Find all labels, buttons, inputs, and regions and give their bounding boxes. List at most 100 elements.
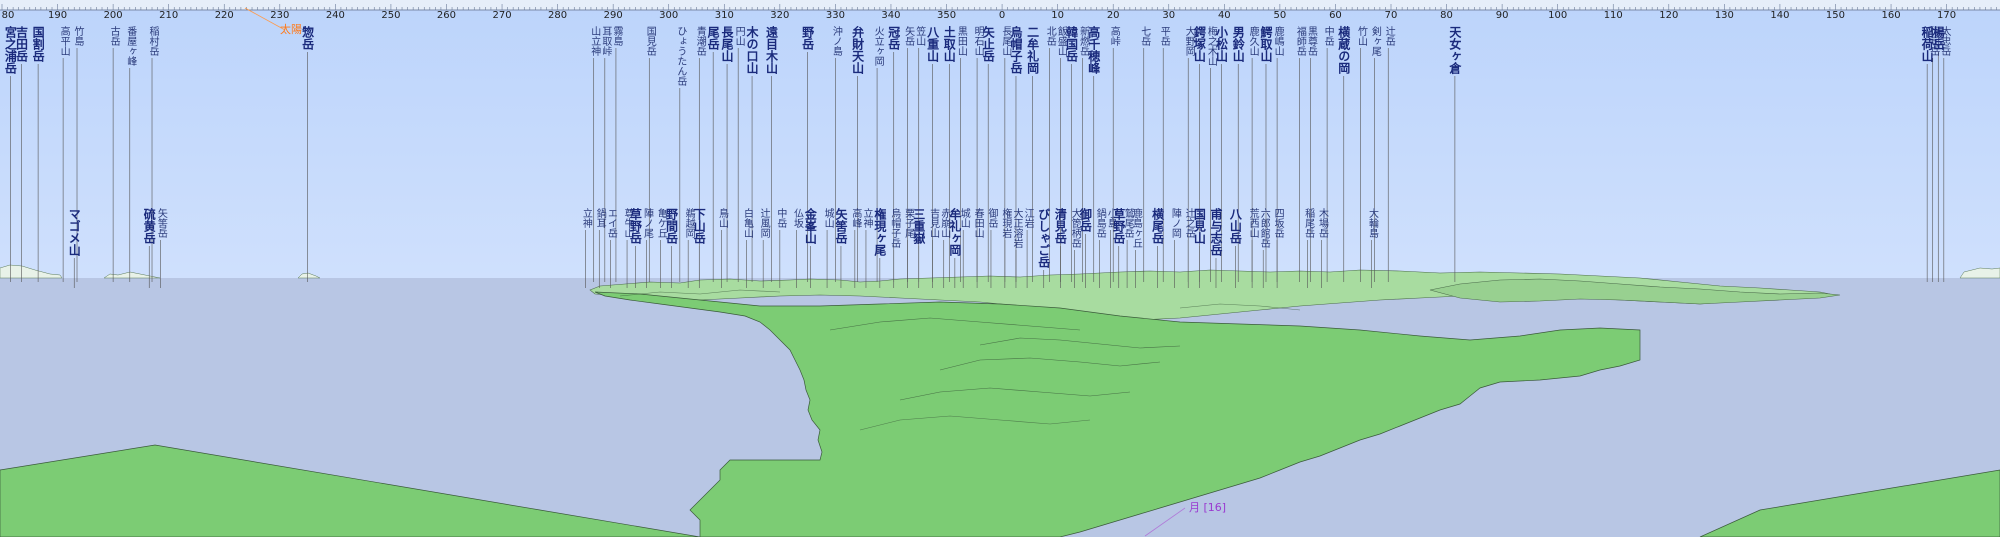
peak-label[interactable]: 韓国岳: [1064, 26, 1079, 62]
peak-label[interactable]: 六郎館岳: [1258, 208, 1270, 248]
peak-label[interactable]: 権現岩: [999, 208, 1011, 238]
peak-label[interactable]: 飯盛山: [1055, 26, 1067, 56]
peak-label[interactable]: 立神: [580, 208, 592, 228]
peak-label[interactable]: 高峰: [849, 208, 861, 228]
peak-label[interactable]: 鹿久山: [1247, 26, 1259, 56]
peak-label[interactable]: 清見岳: [1053, 208, 1068, 244]
peak-label[interactable]: 新燃岳: [1077, 26, 1089, 56]
peak-label[interactable]: 耳取峠: [599, 26, 611, 56]
peak-label[interactable]: 鷲尾岳: [1122, 208, 1134, 238]
peak-label[interactable]: 鹿嶋山: [1272, 26, 1284, 56]
peak-label[interactable]: 惣岳: [300, 26, 315, 50]
peak-label[interactable]: 荒西山: [1247, 208, 1259, 238]
peak-label[interactable]: 立神: [860, 208, 872, 228]
peak-label[interactable]: 辻之岳: [1183, 208, 1195, 238]
peak-label[interactable]: 硫黄岳: [142, 208, 157, 244]
peak-label[interactable]: 太忠岳: [1938, 26, 1950, 56]
peak-label[interactable]: 吉見山: [927, 208, 939, 238]
peak-label[interactable]: 城山: [958, 208, 970, 228]
peak-label[interactable]: 草野岳: [628, 208, 643, 244]
peak-label[interactable]: 矢筈岳: [833, 208, 848, 244]
peak-label[interactable]: 八山岳: [1228, 208, 1243, 244]
peak-label[interactable]: 明石山: [972, 26, 984, 56]
peak-label[interactable]: 国割岳: [31, 26, 46, 62]
peak-label[interactable]: 二牟礼岡: [1025, 26, 1040, 74]
peak-label[interactable]: 権現ヶ尾: [872, 208, 887, 256]
peak-label[interactable]: 御岳: [985, 208, 997, 228]
peak-label[interactable]: 吉田岳: [14, 26, 29, 62]
peak-label[interactable]: 梅之木山: [1205, 26, 1217, 66]
peak-label[interactable]: 江岩: [1022, 208, 1034, 228]
peak-label[interactable]: 長尾山: [720, 26, 735, 62]
peak-label[interactable]: 高千穂峰: [1086, 26, 1101, 74]
peak-label[interactable]: 赤崩山: [938, 208, 950, 238]
peak-label[interactable]: 野間岳: [664, 208, 679, 244]
peak-label[interactable]: 御岳: [1078, 208, 1093, 232]
peak-label[interactable]: 福師岳: [1294, 26, 1306, 56]
peak-label[interactable]: 矢止岳: [981, 26, 996, 62]
peak-label[interactable]: 火立ヶ岡: [872, 26, 884, 66]
peak-label[interactable]: 大野岡: [1183, 26, 1195, 56]
peak-label[interactable]: 国見山: [1192, 208, 1207, 244]
peak-label[interactable]: 中岳: [774, 208, 786, 228]
peak-label[interactable]: 沖ノ島: [830, 26, 842, 56]
peak-label[interactable]: 稲村岳: [147, 26, 158, 56]
peak-label[interactable]: 弁財天山: [850, 26, 865, 74]
peak-label[interactable]: 小松山: [1214, 26, 1229, 62]
peak-label[interactable]: 遠目木山: [764, 26, 779, 74]
peak-label[interactable]: 野岳: [800, 26, 815, 50]
peak-label[interactable]: 冠岳: [886, 26, 901, 50]
peak-label[interactable]: 鰐取山: [1258, 26, 1273, 62]
peak-label[interactable]: 黒田山: [955, 26, 967, 56]
peak-label[interactable]: 辻岳: [1383, 26, 1395, 46]
peak-label[interactable]: 古岳: [108, 26, 120, 46]
peak-label[interactable]: 木の口山: [745, 26, 760, 74]
peak-label[interactable]: 平岳: [1158, 26, 1170, 46]
peak-label[interactable]: 楊岳: [1931, 26, 1946, 50]
peak-label[interactable]: 小島: [1105, 208, 1117, 228]
peak-label[interactable]: 鵜越岡: [683, 208, 695, 238]
peak-label[interactable]: 大輪島: [1366, 208, 1378, 238]
peak-label[interactable]: 鹿島ヶ丘: [1130, 208, 1142, 248]
peak-label[interactable]: 七岳: [1138, 26, 1150, 46]
peak-label[interactable]: 鍋耳: [594, 208, 606, 228]
peak-label[interactable]: 烏帽子岳: [888, 208, 900, 248]
peak-label[interactable]: 草野岳: [1111, 208, 1126, 244]
peak-label[interactable]: エイ岳: [605, 208, 617, 238]
peak-label[interactable]: 番屋ヶ峰: [124, 26, 136, 66]
peak-label[interactable]: びしゃご岳: [1036, 208, 1051, 268]
peak-label[interactable]: 三重嶽: [911, 208, 926, 244]
peak-label[interactable]: 大正溶岩: [1010, 208, 1022, 248]
peak-label[interactable]: 鳥山: [716, 208, 728, 228]
peak-label[interactable]: 竹山: [1355, 26, 1367, 46]
peak-label[interactable]: 城山: [822, 208, 834, 228]
peak-label[interactable]: 黒尊岳: [1305, 26, 1317, 56]
peak-label[interactable]: マゴメ山: [67, 208, 82, 256]
peak-label[interactable]: 木場岳: [1316, 208, 1328, 238]
peak-label[interactable]: ひょうたん岳: [674, 26, 686, 86]
peak-label[interactable]: 鍔塚山: [1192, 26, 1207, 62]
peak-label[interactable]: 竹島: [72, 26, 83, 46]
peak-label[interactable]: 土取山: [942, 26, 957, 62]
peak-label[interactable]: 国見岳: [644, 26, 656, 56]
peak-label[interactable]: 中岳: [1322, 26, 1334, 46]
peak-label[interactable]: 仏坂: [791, 208, 803, 228]
peak-label[interactable]: 陣ノ尾: [641, 208, 653, 238]
peak-label[interactable]: 大箆柄岳: [1069, 208, 1081, 248]
peak-label[interactable]: 笠山: [913, 26, 925, 46]
peak-label[interactable]: 男鈴山: [1231, 26, 1246, 62]
peak-label[interactable]: 春田山: [972, 208, 984, 238]
peak-label[interactable]: 矢岳: [902, 26, 914, 46]
peak-label[interactable]: 甫与志岳: [1208, 208, 1223, 256]
peak-label[interactable]: 牟礼ヶ岡: [947, 208, 962, 256]
peak-label[interactable]: 亀ケ丘: [655, 208, 667, 238]
peak-label[interactable]: 長尾山: [999, 26, 1011, 56]
peak-label[interactable]: 陣ノ岡: [1169, 208, 1181, 238]
peak-label[interactable]: 円山: [733, 26, 745, 46]
peak-label[interactable]: 天女ヶ倉: [1447, 26, 1462, 74]
peak-label[interactable]: 尾岳: [706, 26, 721, 50]
peak-label[interactable]: 栗子尾: [902, 208, 914, 238]
peak-label[interactable]: 青潮岳: [694, 26, 706, 56]
peak-label[interactable]: 辻風岡: [758, 208, 770, 238]
